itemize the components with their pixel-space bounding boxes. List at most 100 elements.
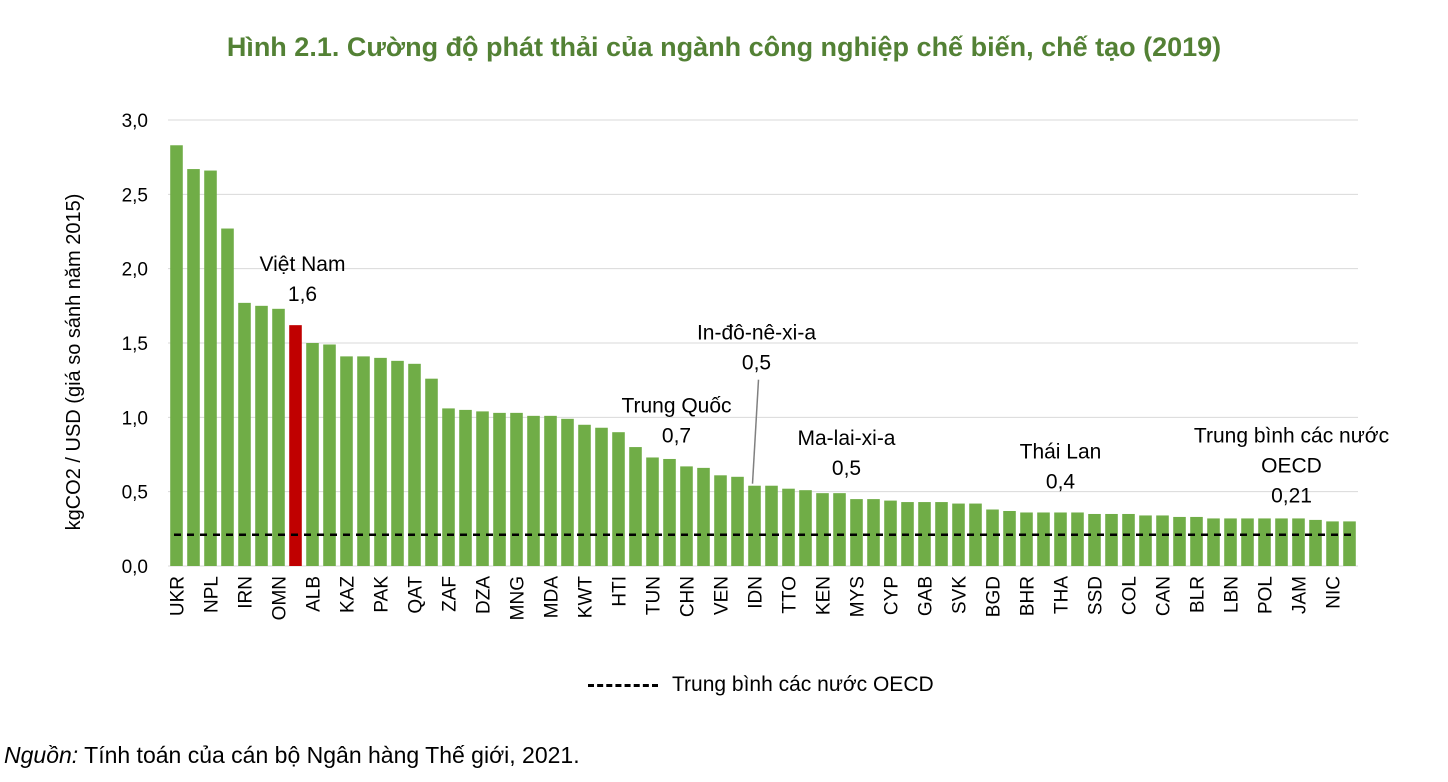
bar (850, 499, 863, 566)
annotation: Thái Lan 0,4 (1020, 440, 1102, 493)
annotation-label: Trung bình các nước (1194, 424, 1389, 447)
bar (1020, 512, 1033, 566)
bar (561, 418, 574, 566)
x-tick-label: PAK (372, 576, 393, 613)
x-tick-label: CHN (678, 576, 699, 617)
bar (646, 457, 659, 566)
bar (1156, 515, 1169, 566)
bar (833, 493, 846, 566)
bar (306, 343, 319, 566)
bar (680, 466, 693, 566)
bar (918, 502, 931, 566)
y-axis-title: kgCO2 / USD (giá so sánh năm 2015) (63, 194, 85, 531)
bar (816, 493, 829, 566)
x-tick-label: UKR (168, 576, 189, 616)
bar (986, 509, 999, 566)
x-tick-label: DZA (474, 576, 495, 614)
x-tick-label: BGD (984, 576, 1005, 617)
annotation: In-đô-nê-xi-a 0,5 (697, 322, 816, 484)
legend-dashed-line-icon (588, 683, 658, 687)
y-tick-label: 1,5 (122, 334, 148, 355)
annotation-label: 0,21 (1271, 484, 1312, 507)
bar (187, 169, 200, 566)
bar (867, 499, 880, 566)
x-tick-label: NPL (202, 576, 223, 613)
bar (272, 308, 285, 566)
annotations: Việt Nam 1,6 In-đô-nê-xi-a 0,5 Trung Quốc 0,7… (260, 253, 1390, 507)
x-tick-label: THA (1052, 576, 1073, 614)
bar (340, 356, 353, 566)
x-tick-label: ZAF (440, 576, 461, 612)
bar (459, 409, 472, 566)
bar (1343, 521, 1356, 566)
bar (1224, 518, 1237, 566)
x-tick-label: IRN (236, 576, 257, 609)
x-tick-label: SVK (950, 576, 971, 614)
source-text: Tính toán của cán bộ Ngân hàng Thế giới,… (78, 742, 580, 768)
source-note: Nguồn: Tính toán của cán bộ Ngân hàng Th… (4, 742, 580, 769)
bar (1207, 518, 1220, 566)
x-tick-label: CAN (1154, 576, 1175, 616)
x-tick-label: ALB (304, 576, 325, 612)
bar (1241, 518, 1254, 566)
annotation: Việt Nam 1,6 (260, 253, 346, 306)
bar (1173, 516, 1186, 566)
bar (969, 503, 982, 566)
bar (323, 344, 336, 566)
x-tick-label: GAB (916, 576, 937, 616)
bar (1139, 515, 1152, 566)
bar (697, 467, 710, 566)
y-tick-label: 1,0 (122, 408, 148, 429)
bar (663, 458, 676, 566)
x-tick-labels: UKR NPL IRN OMN ALB KAZ PAK QAT ZAF DZA MNG MDA KWT H… (168, 576, 1345, 621)
x-tick-label: KAZ (338, 576, 359, 613)
bar (629, 447, 642, 566)
x-tick-label: MNG (508, 576, 529, 620)
bar (425, 378, 438, 566)
annotation-label: 0,5 (832, 457, 861, 480)
bar (799, 490, 812, 566)
x-tick-label: POL (1256, 576, 1277, 614)
bar (527, 415, 540, 566)
bar (1326, 521, 1339, 566)
annotation-label: 0,7 (662, 424, 691, 447)
chart-title: Hình 2.1. Cường độ phát thải của ngành c… (226, 32, 1222, 62)
bar (238, 302, 251, 566)
bar (357, 356, 370, 566)
bar-highlight (289, 325, 302, 566)
bar (1003, 510, 1016, 566)
annotation-label: Trung Quốc (621, 394, 731, 417)
annotation-label: Ma-lai-xi-a (797, 427, 895, 450)
bar (1258, 518, 1271, 566)
bar (1275, 518, 1288, 566)
bar (595, 427, 608, 566)
x-tick-label: KEN (814, 576, 835, 615)
annotation-label: OECD (1261, 454, 1322, 477)
bars (170, 145, 1356, 567)
annotation-label: 1,6 (288, 283, 317, 306)
bar (1054, 512, 1067, 566)
bar (765, 485, 778, 566)
bar (204, 170, 217, 567)
bar (255, 305, 268, 566)
bar (1105, 513, 1118, 566)
bar (170, 145, 183, 566)
bar (1088, 513, 1101, 566)
x-tick-label: TTO (780, 576, 801, 614)
bar (391, 360, 404, 566)
x-tick-label: IDN (746, 576, 767, 609)
x-tick-label: TUN (644, 576, 665, 615)
y-tick-label: 0,5 (122, 483, 148, 504)
bar (748, 485, 761, 566)
annotation: Trung Quốc 0,7 (621, 394, 731, 447)
bar (578, 424, 591, 566)
y-tick-label: 2,5 (122, 185, 148, 206)
x-tick-label: OMN (270, 576, 291, 620)
bar (782, 488, 795, 566)
legend: Trung bình các nước OECD (588, 671, 934, 699)
bar (1037, 512, 1050, 566)
bar (1292, 518, 1305, 566)
source-label: Nguồn: (4, 742, 79, 768)
annotation-label: Việt Nam (260, 253, 346, 276)
